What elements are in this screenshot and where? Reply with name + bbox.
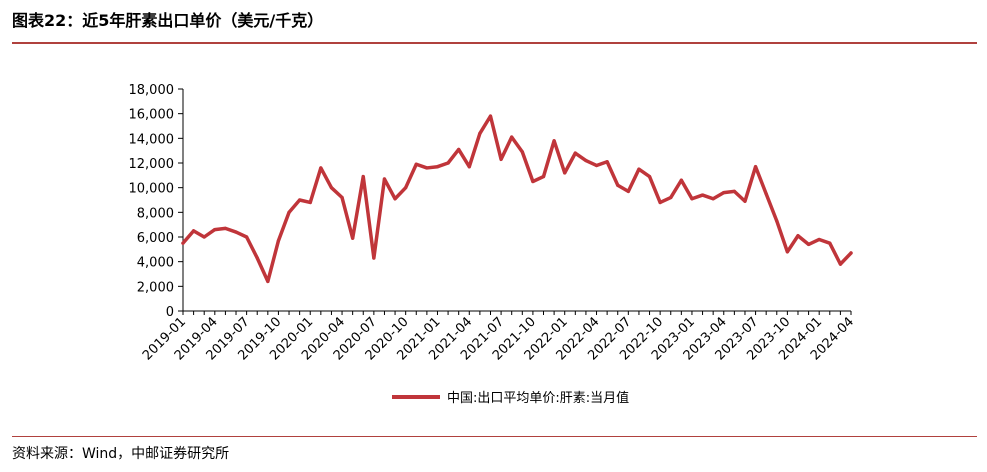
data-point — [181, 241, 185, 245]
data-point — [393, 197, 397, 201]
x-axis: 2019-012019-042019-072019-102020-012020-… — [140, 310, 857, 363]
data-point — [382, 177, 387, 181]
series-layer — [181, 114, 853, 284]
data-point — [308, 200, 312, 205]
data-point — [626, 189, 630, 193]
legend-label: 中国:出口平均单价:肝素:当月值 — [447, 390, 629, 406]
data-point — [552, 139, 556, 143]
data-point — [732, 189, 736, 193]
data-point — [541, 174, 546, 179]
data-point — [658, 200, 662, 205]
data-point — [329, 186, 334, 190]
source-divider — [12, 436, 977, 437]
data-point — [817, 237, 821, 242]
data-point — [520, 150, 524, 154]
y-axis: 0 2,000 4,000 6,000 8,000 10,000 12,000 14,000 1… — [129, 83, 184, 320]
y-tick-label: 6,000 — [137, 231, 174, 246]
data-point — [573, 151, 577, 155]
legend: 中国:出口平均单价:肝素:当月值 — [392, 390, 629, 406]
data-point — [753, 165, 758, 169]
data-point — [372, 256, 376, 260]
data-point — [764, 192, 768, 196]
data-point — [414, 162, 418, 166]
data-point — [266, 279, 270, 283]
data-point — [743, 199, 747, 203]
y-tick-label: 18,000 — [129, 83, 175, 98]
data-point — [775, 219, 779, 223]
data-point — [435, 165, 440, 169]
chart-title: 图表22：近5年肝素出口单价（美元/千克） — [12, 11, 324, 30]
y-tick-label: 16,000 — [129, 108, 175, 123]
data-point — [223, 226, 228, 230]
data-point — [669, 195, 673, 200]
y-tick-label: 4,000 — [137, 256, 174, 271]
data-point — [510, 135, 514, 139]
data-point — [361, 174, 365, 179]
y-tick-label: 14,000 — [129, 132, 175, 147]
data-point — [245, 235, 249, 239]
data-point — [616, 183, 620, 187]
y-tick-label: 12,000 — [129, 157, 175, 172]
data-point — [287, 210, 291, 214]
title-divider — [12, 42, 977, 44]
data-point — [711, 197, 715, 201]
y-tick-label: 2,000 — [137, 280, 174, 295]
data-point — [276, 239, 281, 243]
data-point — [255, 256, 259, 260]
line-chart: 0 2,000 4,000 6,000 8,000 10,000 12,000 14,000 1… — [129, 83, 858, 406]
data-point — [594, 163, 599, 168]
data-point — [319, 166, 323, 170]
source-note: 资料来源：Wind，中邮证券研究所 — [12, 446, 230, 462]
data-point — [605, 160, 609, 164]
data-point — [488, 114, 493, 118]
data-point — [425, 166, 429, 170]
data-point — [298, 198, 302, 202]
series-line — [181, 114, 853, 284]
data-point — [192, 229, 196, 233]
data-point — [467, 165, 471, 169]
data-point — [234, 230, 238, 234]
data-point — [351, 236, 355, 240]
data-point — [404, 186, 408, 190]
data-point — [690, 197, 694, 201]
data-point — [796, 234, 800, 238]
data-point — [806, 242, 811, 246]
data-point — [202, 235, 206, 239]
data-point — [722, 191, 726, 195]
y-tick-label: 0 — [166, 305, 174, 320]
data-point — [478, 131, 482, 135]
y-tick-label: 8,000 — [137, 206, 174, 221]
data-point — [499, 157, 503, 161]
data-point — [785, 250, 789, 254]
data-point — [584, 158, 588, 163]
data-point — [446, 161, 450, 165]
data-point — [340, 195, 344, 200]
data-point — [213, 228, 217, 232]
data-point — [563, 171, 567, 175]
data-point — [637, 167, 641, 171]
data-point — [647, 174, 652, 179]
data-point — [679, 178, 683, 182]
data-point — [849, 251, 853, 255]
data-point — [838, 262, 843, 266]
data-point — [457, 147, 461, 152]
data-point — [531, 179, 535, 184]
data-point — [700, 193, 705, 197]
data-point — [828, 241, 832, 245]
y-tick-label: 10,000 — [129, 182, 175, 197]
